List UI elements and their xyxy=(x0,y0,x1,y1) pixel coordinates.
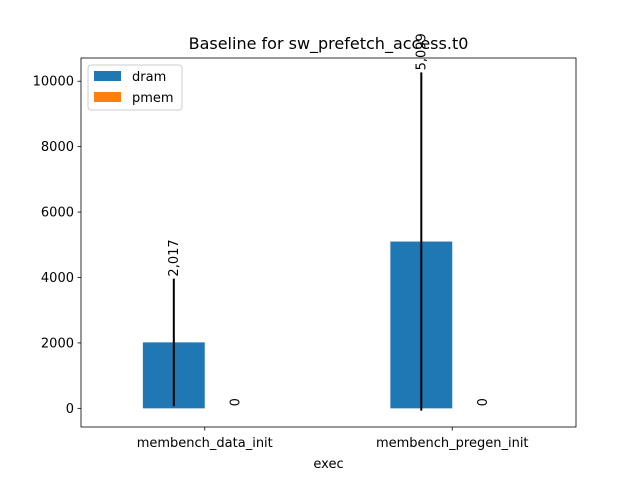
y-tick-label: 4000 xyxy=(41,271,74,286)
plot-area-frame xyxy=(80,57,577,428)
legend-label-dram: dram xyxy=(132,70,166,85)
x-axis: membench_data_init membench_pregen_init xyxy=(137,427,529,451)
bar-value-labels: 2,017 5,099 0 0 xyxy=(167,33,491,406)
y-tick-label: 8000 xyxy=(41,140,74,155)
legend-swatch-dram xyxy=(94,71,121,81)
x-tick-label: membench_data_init xyxy=(137,436,273,451)
legend: dram pmem xyxy=(87,64,183,111)
value-label-pmem-membench_data_init: 0 xyxy=(229,398,244,406)
legend-label-pmem: pmem xyxy=(132,91,174,106)
y-axis: 0 2000 4000 6000 8000 10000 xyxy=(33,75,81,417)
value-label-dram-membench_pregen_init: 5,099 xyxy=(414,33,429,70)
value-label-dram-membench_data_init: 2,017 xyxy=(167,239,182,276)
chart-title: Baseline for sw_prefetch_access.t0 xyxy=(189,34,469,54)
value-label-pmem-membench_pregen_init: 0 xyxy=(476,398,491,406)
y-tick-label: 0 xyxy=(66,402,74,417)
legend-swatch-pmem xyxy=(94,92,121,102)
x-tick-label: membench_pregen_init xyxy=(376,436,529,451)
y-tick-label: 10000 xyxy=(33,75,74,90)
y-tick-label: 2000 xyxy=(41,336,74,351)
y-tick-label: 6000 xyxy=(41,206,74,221)
error-bars-layer xyxy=(172,72,423,411)
x-axis-label: exec xyxy=(313,457,343,472)
